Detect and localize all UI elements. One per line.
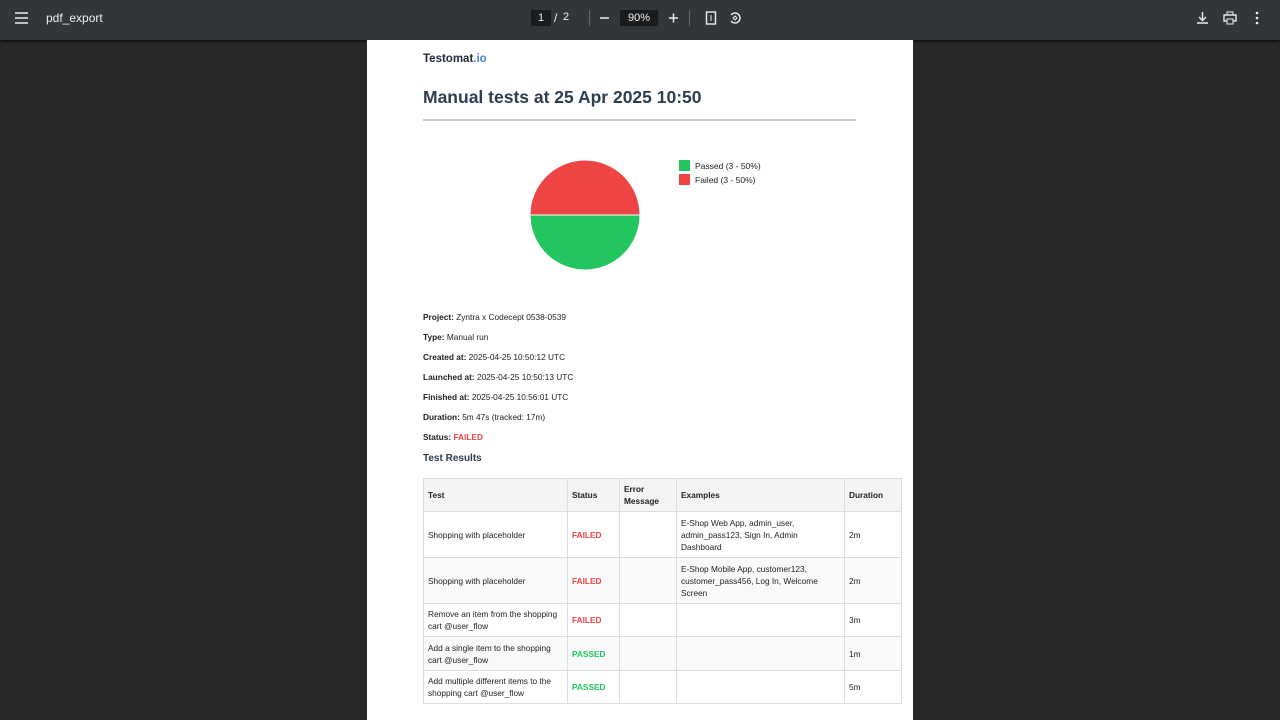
detail-value: 2025-04-25 10:50:12 UTC bbox=[468, 352, 566, 362]
zoom-in-button[interactable] bbox=[668, 12, 679, 24]
status-cell: FAILED bbox=[567, 557, 620, 604]
status-cell: FAILED bbox=[567, 511, 620, 558]
zoom-input[interactable]: 90% bbox=[620, 10, 658, 26]
logo-suffix: .io bbox=[473, 53, 487, 65]
table-cell bbox=[619, 511, 677, 558]
detail-label: Created at: bbox=[423, 352, 467, 362]
column-header: Examples bbox=[676, 478, 845, 512]
detail-label: Finished at: bbox=[423, 392, 470, 402]
table-cell: 5m bbox=[844, 670, 902, 704]
table-cell: E-Shop Mobile App, customer123, customer… bbox=[676, 557, 845, 604]
file-name: pdf_export bbox=[46, 11, 103, 25]
detail-row: Launched at: 2025-04-25 10:50:13 UTC bbox=[423, 372, 573, 382]
table-row: Remove an item from the shopping cart @u… bbox=[423, 603, 902, 637]
detail-row: Type: Manual run bbox=[423, 332, 488, 342]
detail-row: Project: Zyntra x Codecept 0538-0539 bbox=[423, 312, 566, 322]
detail-value: 5m 47s (tracked: 17m) bbox=[462, 412, 546, 422]
detail-row: Finished at: 2025-04-25 10:56:01 UTC bbox=[423, 392, 568, 402]
table-cell: Shopping with placeholder bbox=[423, 557, 568, 604]
table-cell bbox=[619, 636, 677, 671]
table-cell bbox=[619, 557, 677, 604]
table-cell: 2m bbox=[844, 557, 902, 604]
table-row: Shopping with placeholder FAILED E-Shop Mo… bbox=[423, 557, 902, 604]
print-button[interactable] bbox=[1223, 11, 1237, 25]
table-cell: 1m bbox=[844, 636, 902, 671]
pdf-page: Testomat.io Manual tests at 25 Apr 2025 … bbox=[367, 40, 913, 720]
table-cell bbox=[619, 670, 677, 704]
legend-swatch bbox=[679, 160, 690, 171]
column-header: Error Message bbox=[619, 478, 677, 512]
page-separator: / bbox=[554, 11, 558, 25]
more-button[interactable] bbox=[1254, 11, 1260, 25]
legend-swatch bbox=[679, 174, 690, 185]
status-cell: PASSED bbox=[567, 670, 620, 704]
title-rule bbox=[423, 119, 856, 121]
detail-value: 2025-04-25 10:50:13 UTC bbox=[476, 372, 574, 382]
zoom-out-button[interactable] bbox=[599, 12, 610, 24]
status-cell: PASSED bbox=[567, 636, 620, 671]
detail-row: Created at: 2025-04-25 10:50:12 UTC bbox=[423, 352, 565, 362]
legend-label: Failed (3 - 50%) bbox=[695, 175, 756, 185]
table-cell: Shopping with placeholder bbox=[423, 511, 568, 558]
logo: Testomat.io bbox=[423, 53, 487, 65]
table-cell: Add a single item to the shopping cart @… bbox=[423, 636, 568, 671]
pie-chart: Passed (3 - 50%) Failed (3 - 50%) bbox=[529, 159, 761, 271]
detail-label: Duration: bbox=[423, 412, 460, 422]
pie-slice bbox=[529, 159, 641, 216]
detail-value: Manual run bbox=[446, 332, 489, 342]
rotate-button[interactable] bbox=[728, 11, 742, 25]
results-table: Test Status Error Message Examples Duration S… bbox=[423, 478, 902, 704]
logo-name: Testomat bbox=[423, 53, 474, 65]
table-cell: 3m bbox=[844, 603, 902, 637]
detail-label: Project: bbox=[423, 312, 454, 322]
detail-row: Duration: 5m 47s (tracked: 17m) bbox=[423, 412, 545, 422]
page-input[interactable]: 1 bbox=[531, 10, 551, 26]
divider bbox=[589, 10, 590, 26]
detail-value: FAILED bbox=[453, 432, 483, 442]
column-header: Status bbox=[567, 478, 620, 512]
detail-row: Status: FAILED bbox=[423, 432, 483, 442]
pie-slice bbox=[529, 214, 641, 271]
table-row: Shopping with placeholder FAILED E-Shop We… bbox=[423, 511, 902, 558]
table-row: Add a single item to the shopping cart @… bbox=[423, 636, 902, 671]
detail-label: Launched at: bbox=[423, 372, 475, 382]
table-cell bbox=[676, 636, 845, 671]
detail-label: Type: bbox=[423, 332, 445, 342]
document-title: Manual tests at 25 Apr 2025 10:50 bbox=[423, 87, 702, 107]
table-cell: Add multiple different items to the shop… bbox=[423, 670, 568, 704]
table-cell: Remove an item from the shopping cart @u… bbox=[423, 603, 568, 637]
status-cell: FAILED bbox=[567, 603, 620, 637]
column-header: Duration bbox=[844, 478, 902, 512]
table-cell bbox=[676, 670, 845, 704]
table-cell: E-Shop Web App, admin_user, admin_pass12… bbox=[676, 511, 845, 558]
section-title: Test Results bbox=[423, 453, 482, 464]
detail-value: 2025-04-25 10:56:01 UTC bbox=[471, 392, 569, 402]
fit-page-button[interactable] bbox=[705, 11, 717, 25]
menu-button[interactable] bbox=[15, 12, 29, 24]
table-row: Add multiple different items to the shop… bbox=[423, 670, 902, 704]
header-row: Test Status Error Message Examples Duration bbox=[423, 478, 902, 512]
table-cell bbox=[676, 603, 845, 637]
table-cell bbox=[619, 603, 677, 637]
column-header: Test bbox=[423, 478, 568, 512]
detail-label: Status: bbox=[423, 432, 452, 442]
toolbar: pdf_export 1 / 2 90% bbox=[0, 0, 1280, 40]
legend-label: Passed (3 - 50%) bbox=[695, 161, 761, 171]
page-count: 2 bbox=[563, 11, 570, 23]
divider bbox=[689, 10, 690, 26]
download-button[interactable] bbox=[1196, 11, 1209, 25]
table-cell: 2m bbox=[844, 511, 902, 558]
detail-value: Zyntra x Codecept 0538-0539 bbox=[456, 312, 566, 322]
